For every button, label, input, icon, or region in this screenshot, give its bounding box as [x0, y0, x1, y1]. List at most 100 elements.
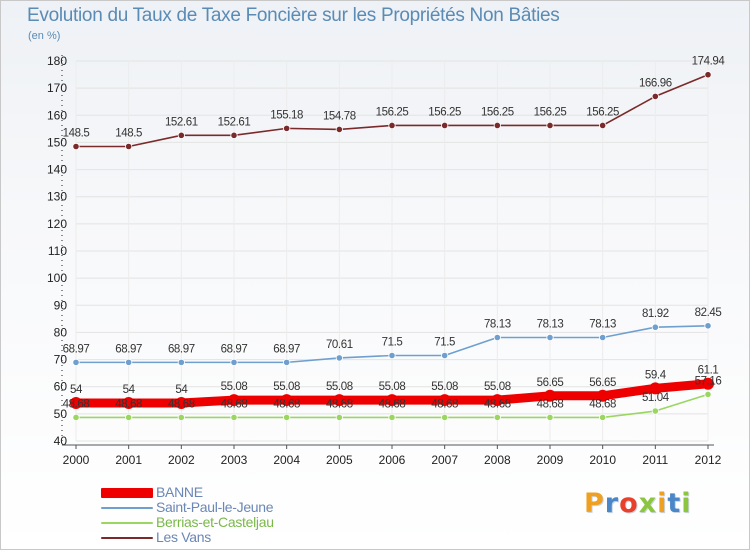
data-point-saint-paul-le-jeune: [283, 358, 291, 366]
data-label-saint-paul-le-jeune: 78.13: [589, 319, 616, 331]
y-tick-label: 100: [47, 271, 67, 285]
data-label-banne: 55.08: [221, 381, 248, 393]
data-label-saint-paul-le-jeune: 78.13: [484, 319, 511, 331]
chart-unit-label: (en %): [28, 30, 61, 42]
data-label-banne: 56.65: [589, 377, 616, 389]
legend-item: Berrias-et-Casteljau: [101, 514, 401, 531]
data-point-les-vans: [493, 121, 501, 130]
data-point-les-vans: [599, 121, 607, 130]
data-label-banne: 59.4: [645, 369, 667, 381]
data-point-saint-paul-le-jeune: [599, 333, 607, 342]
x-tick-label: 2003: [221, 453, 248, 467]
data-label-berrias-et-casteljau: 57.16: [695, 375, 722, 387]
data-point-banne: [702, 377, 714, 390]
data-label-banne: 54: [175, 384, 188, 396]
data-point-les-vans: [72, 142, 80, 151]
data-label-les-vans: 152.61: [165, 116, 198, 128]
y-tick-label: 110: [48, 244, 67, 258]
data-label-saint-paul-le-jeune: 71.5: [382, 337, 403, 349]
x-tick-label: 2004: [273, 453, 300, 467]
proxiti-logo: Proxiti: [584, 488, 692, 519]
data-label-berrias-et-casteljau: 48.68: [537, 398, 564, 410]
y-tick-label: 130: [47, 190, 67, 204]
data-point-berrias-et-casteljau: [599, 413, 607, 422]
data-label-saint-paul-le-jeune: 70.61: [326, 339, 353, 351]
data-point-saint-paul-le-jeune: [125, 358, 133, 366]
legend-item: BANNE: [101, 484, 401, 501]
data-point-berrias-et-casteljau: [125, 413, 133, 422]
data-label-berrias-et-casteljau: 51.04: [642, 392, 670, 404]
data-label-les-vans: 154.78: [323, 110, 356, 122]
data-label-berrias-et-casteljau: 48.68: [379, 398, 406, 410]
data-point-berrias-et-casteljau: [72, 413, 80, 422]
data-point-saint-paul-le-jeune: [388, 351, 396, 360]
data-point-saint-paul-le-jeune: [441, 351, 449, 360]
data-point-saint-paul-le-jeune: [651, 323, 659, 331]
legend-label: Berrias-et-Casteljau: [156, 514, 274, 530]
data-point-les-vans: [125, 142, 133, 151]
y-tick-label: 160: [47, 108, 67, 122]
data-point-les-vans: [651, 92, 659, 100]
x-tick-label: 2005: [326, 453, 353, 467]
data-point-banne: [649, 382, 662, 395]
data-point-les-vans: [335, 125, 343, 134]
data-label-les-vans: 156.25: [481, 106, 514, 118]
legend-swatch: [101, 488, 153, 498]
y-tick-label: 70: [54, 353, 68, 367]
data-point-les-vans: [704, 71, 712, 79]
data-label-banne: 54: [123, 384, 136, 396]
data-point-berrias-et-casteljau: [704, 390, 712, 399]
data-point-les-vans: [388, 121, 396, 130]
legend-label: Les Vans: [156, 529, 211, 545]
y-tick-label: 180: [47, 54, 67, 68]
data-label-berrias-et-casteljau: 48.68: [431, 398, 458, 410]
y-tick-label: 50: [54, 407, 68, 421]
data-label-les-vans: 156.25: [376, 106, 409, 118]
data-point-saint-paul-le-jeune: [335, 354, 343, 362]
data-label-saint-paul-le-jeune: 71.5: [434, 337, 455, 349]
data-point-les-vans: [230, 131, 238, 139]
x-tick-label: 2008: [484, 453, 511, 467]
data-point-les-vans: [546, 121, 554, 130]
legend-item: Saint-Paul-le-Jeune: [101, 499, 401, 516]
data-label-berrias-et-casteljau: 48.68: [168, 398, 195, 410]
data-label-les-vans: 166.96: [639, 77, 672, 89]
data-point-banne: [596, 389, 609, 402]
x-tick-label: 2010: [589, 453, 616, 467]
data-point-banne: [544, 389, 556, 402]
data-label-berrias-et-casteljau: 48.68: [63, 398, 90, 410]
data-point-saint-paul-le-jeune: [230, 358, 238, 366]
data-label-saint-paul-le-jeune: 68.97: [63, 343, 90, 355]
data-label-berrias-et-casteljau: 48.68: [589, 398, 616, 410]
data-label-les-vans: 174.94: [692, 56, 726, 68]
data-label-saint-paul-le-jeune: 68.97: [115, 343, 142, 355]
data-point-berrias-et-casteljau: [388, 413, 396, 422]
data-point-berrias-et-casteljau: [283, 413, 291, 422]
data-label-saint-paul-le-jeune: 68.97: [168, 343, 195, 355]
data-label-saint-paul-le-jeune: 68.97: [221, 343, 248, 355]
data-label-banne: 61.1: [698, 365, 719, 377]
data-label-saint-paul-le-jeune: 82.45: [695, 307, 722, 319]
data-label-banne: 55.08: [431, 381, 458, 393]
data-point-berrias-et-casteljau: [546, 413, 554, 422]
legend-swatch: [101, 537, 153, 539]
y-tick-label: 90: [54, 298, 68, 312]
data-point-berrias-et-casteljau: [651, 407, 659, 415]
data-label-berrias-et-casteljau: 48.68: [484, 398, 511, 410]
data-label-banne: 56.65: [537, 377, 564, 389]
x-tick-label: 2009: [537, 453, 564, 467]
data-label-saint-paul-le-jeune: 81.92: [642, 308, 669, 320]
data-point-banne: [280, 394, 293, 407]
data-point-saint-paul-le-jeune: [493, 333, 501, 342]
y-tick-label: 140: [47, 163, 67, 177]
x-tick-label: 2006: [379, 453, 406, 467]
data-point-banne: [491, 394, 504, 407]
data-label-les-vans: 148.5: [63, 128, 90, 140]
data-point-saint-paul-le-jeune: [704, 322, 712, 330]
legend-label: Saint-Paul-le-Jeune: [156, 499, 274, 515]
y-tick-label: 120: [47, 217, 67, 231]
y-tick-label: 170: [47, 81, 67, 95]
data-point-banne: [228, 394, 240, 407]
data-point-berrias-et-casteljau: [441, 413, 449, 422]
